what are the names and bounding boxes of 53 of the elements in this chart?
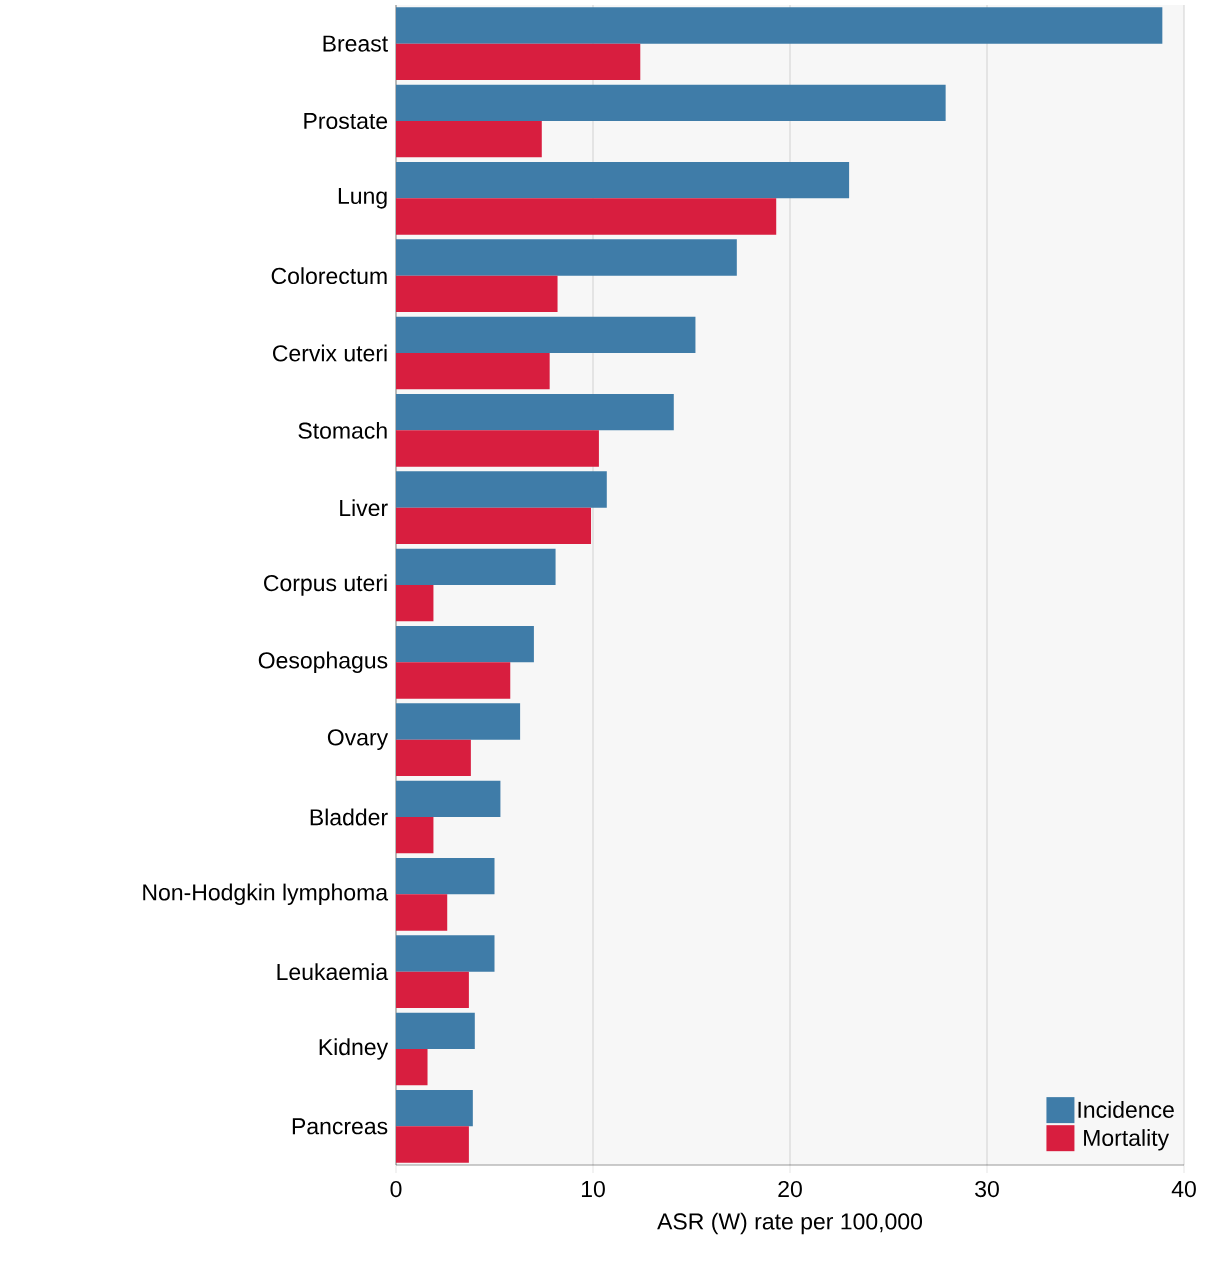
bar <box>396 662 511 699</box>
bar <box>396 894 448 931</box>
bar <box>396 198 777 235</box>
bar <box>396 739 471 777</box>
bar <box>396 585 434 622</box>
bar <box>396 275 558 313</box>
x-tick-label: 20 <box>778 1180 802 1198</box>
bar <box>396 239 737 276</box>
y-tick-label: Breast <box>323 35 388 52</box>
y-tick-label: Lung <box>338 188 387 209</box>
bar <box>396 471 607 508</box>
bar <box>396 353 550 390</box>
x-tick-label: 30 <box>975 1180 999 1198</box>
bar <box>396 703 521 740</box>
bar <box>396 780 501 818</box>
legend-label: Mortality <box>1084 1129 1170 1151</box>
y-tick-label: Ovary <box>327 729 389 751</box>
y-tick-label: Prostate <box>304 112 388 130</box>
y-tick-label: Stomach <box>298 421 387 439</box>
bar <box>396 1126 469 1163</box>
y-tick-label: Oesophagus <box>258 651 388 674</box>
bar <box>396 161 850 199</box>
x-axis-title: ASR (W) rate per 100,000 <box>657 1212 923 1235</box>
bar <box>396 1012 475 1050</box>
y-tick-label: Pancreas <box>292 1118 388 1135</box>
y-tick-label: Non-Hodgkin lymphoma <box>143 883 389 906</box>
bar <box>396 84 946 122</box>
bar <box>396 121 542 158</box>
y-tick-label: Bladder <box>310 808 388 826</box>
bar <box>396 935 495 972</box>
bar <box>396 817 434 854</box>
bar <box>396 43 641 81</box>
bar <box>396 1049 428 1086</box>
bar <box>396 858 495 895</box>
legend-label: Incidence <box>1078 1101 1174 1118</box>
bar <box>396 430 599 467</box>
y-tick-label: Colorectum <box>271 267 387 285</box>
y-tick-label: Liver <box>340 499 388 517</box>
x-tick-label: 40 <box>1171 1180 1196 1198</box>
bar <box>396 507 592 545</box>
bar <box>396 316 696 354</box>
y-tick-label: Kidney <box>319 1038 389 1060</box>
bar <box>396 1090 473 1127</box>
bar <box>396 7 1163 44</box>
y-tick-label: Corpus uteri <box>264 574 387 596</box>
x-tick-label: 10 <box>581 1180 605 1198</box>
bar <box>396 971 469 1009</box>
bar <box>396 626 534 663</box>
y-tick-label: Cervix uteri <box>273 344 387 362</box>
bar <box>396 548 556 586</box>
y-tick-label: Leukaemia <box>277 963 389 981</box>
x-tick-label: 0 <box>390 1180 402 1198</box>
bar <box>396 394 674 431</box>
